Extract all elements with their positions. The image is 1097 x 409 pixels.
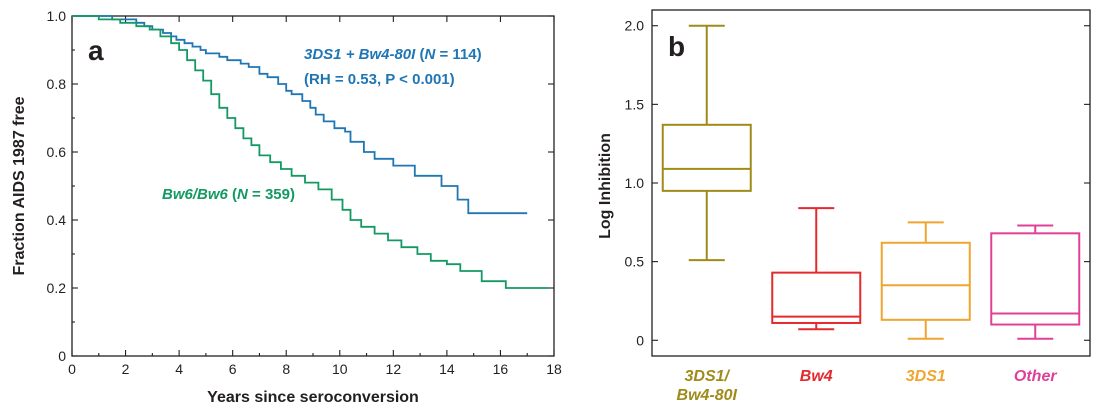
x-tick-label: 8 [282, 361, 290, 377]
blue-series-label: (RH = 0.53, P < 0.001) [304, 71, 455, 88]
category-label: 3DS1/ [685, 368, 731, 385]
x-tick-label: 4 [175, 361, 183, 377]
label-segment: N [237, 186, 249, 203]
iqr-box [771, 271, 862, 324]
plot-area-frame [71, 15, 555, 357]
label-segment: = 114) [435, 46, 481, 63]
y-tick-label: 0.8 [47, 76, 67, 92]
x-tick-label: 18 [546, 361, 562, 377]
category-labels: 3DS1/Bw4-80I Bw4 3DS1 Other [677, 368, 1058, 404]
y-tick-label: 1.0 [625, 175, 645, 191]
label-segment: 3DS1 + Bw4-80I [304, 46, 416, 63]
y-tick-label: 1.0 [47, 8, 67, 24]
boxplots [661, 24, 1081, 340]
y-tick-label: 0 [636, 332, 644, 348]
category-label: Bw4-80I [677, 387, 738, 404]
y-tick-label: 1.5 [625, 96, 645, 112]
x-tick-label: 6 [229, 361, 237, 377]
label-segment: N [424, 46, 436, 63]
y-tick-label: 0.5 [625, 254, 645, 270]
axis-ticks: 0 2 4 6 8 10 12 14 16 18 0 0.2 0.4 0.6 0.8 1.0 [47, 8, 562, 377]
category-label: Other [1014, 368, 1057, 385]
panel-label-b: b [668, 31, 685, 62]
survival-curves [72, 15, 549, 289]
label-segment: ( [415, 46, 424, 63]
green-survival-curve [72, 15, 549, 289]
x-tick-label: 16 [493, 361, 509, 377]
blue-series-label: 3DS1 + Bw4-80I (N = 114) [304, 46, 482, 63]
y-tick-label: 0.6 [47, 144, 67, 160]
y-axis-title: Fraction AIDS 1987 free [11, 96, 28, 275]
y-tick-label: 0.4 [47, 212, 67, 228]
iqr-box [880, 241, 971, 321]
y-tick-label: 2.0 [625, 18, 645, 34]
x-tick-label: 2 [122, 361, 130, 377]
boxplot-group [661, 24, 752, 262]
x-tick-label: 12 [386, 361, 402, 377]
green-series-label: Bw6/Bw6 (N = 359) [162, 186, 295, 203]
boxplot-chart-panel: b Log Inhibition 0 0.5 1.0 1.5 2.0 3DS1/Bw4-… [597, 9, 1091, 404]
boxplot-group [771, 207, 862, 331]
label-segment: (RH = 0.53, P < 0.001) [304, 71, 455, 88]
y-tick-label: 0.2 [47, 280, 67, 296]
survival-chart-panel: a Fraction AIDS 1987 free Years since se… [11, 8, 562, 406]
y-tick-label: 0 [58, 348, 66, 364]
axis-ticks: 0 0.5 1.0 1.5 2.0 [625, 18, 1090, 348]
y-axis-title: Log Inhibition [597, 133, 614, 239]
boxplot-group [990, 224, 1081, 340]
iqr-box [990, 232, 1081, 326]
panel-label-a: a [88, 35, 104, 66]
x-tick-label: 0 [68, 361, 76, 377]
x-tick-label: 10 [332, 361, 348, 377]
label-segment: = 359) [248, 186, 295, 203]
category-label: Bw4 [800, 368, 833, 385]
plot-area-frame [651, 9, 1091, 357]
x-axis-title: Years since seroconversion [207, 389, 419, 406]
boxplot-group [880, 221, 971, 340]
category-label: 3DS1 [906, 368, 946, 385]
iqr-box [661, 123, 752, 192]
label-segment: ( [228, 186, 237, 203]
series-annotations: 3DS1 + Bw4-80I (N = 114)(RH = 0.53, P < … [162, 46, 482, 203]
label-segment: Bw6/Bw6 [162, 186, 229, 203]
blue-survival-curve [72, 15, 528, 215]
x-tick-label: 14 [439, 361, 455, 377]
